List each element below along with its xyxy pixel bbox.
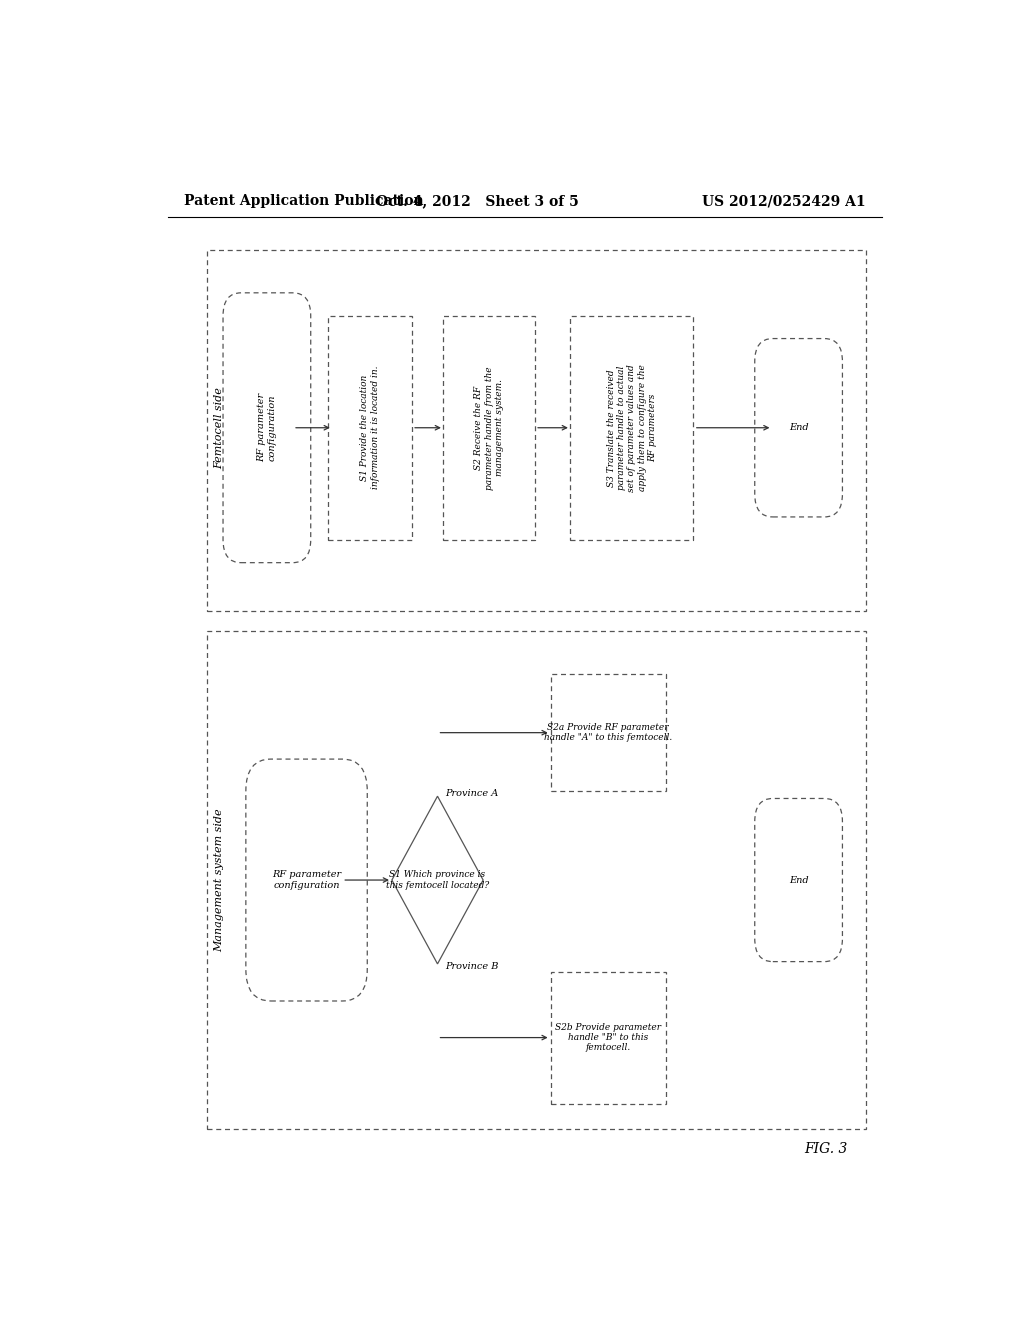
FancyBboxPatch shape xyxy=(246,759,368,1001)
Text: S1 Which province is
this femtocell located?: S1 Which province is this femtocell loca… xyxy=(386,870,489,890)
Text: Province A: Province A xyxy=(445,789,499,799)
Text: End: End xyxy=(788,875,808,884)
FancyBboxPatch shape xyxy=(551,972,666,1104)
FancyBboxPatch shape xyxy=(223,293,310,562)
FancyBboxPatch shape xyxy=(755,338,843,517)
Text: US 2012/0252429 A1: US 2012/0252429 A1 xyxy=(702,194,866,209)
Text: Femtocell side: Femtocell side xyxy=(214,387,224,469)
Text: End: End xyxy=(788,424,808,432)
FancyBboxPatch shape xyxy=(755,799,843,961)
Polygon shape xyxy=(392,796,483,964)
FancyBboxPatch shape xyxy=(443,315,535,540)
Text: RF parameter
configuration: RF parameter configuration xyxy=(272,870,341,890)
Text: RF parameter
configuration: RF parameter configuration xyxy=(257,393,276,462)
Text: Province B: Province B xyxy=(445,962,499,972)
FancyBboxPatch shape xyxy=(551,675,666,791)
Text: Management system side: Management system side xyxy=(214,808,224,952)
Text: S2b Provide parameter
handle "B" to this
femtocell.: S2b Provide parameter handle "B" to this… xyxy=(555,1023,662,1052)
Text: S2 Receive the RF
parameter handle from the
management system.: S2 Receive the RF parameter handle from … xyxy=(474,366,504,490)
Text: Patent Application Publication: Patent Application Publication xyxy=(183,194,423,209)
FancyBboxPatch shape xyxy=(207,631,866,1129)
Text: S3 Translate the received
parameter handle to actual
set of parameter values and: S3 Translate the received parameter hand… xyxy=(606,364,657,491)
Text: S2a Provide RF parameter
handle "A" to this femtocell.: S2a Provide RF parameter handle "A" to t… xyxy=(544,723,672,742)
FancyBboxPatch shape xyxy=(207,249,866,611)
FancyBboxPatch shape xyxy=(570,315,693,540)
Text: S1 Provide the location
information it is located in.: S1 Provide the location information it i… xyxy=(360,366,380,490)
FancyBboxPatch shape xyxy=(329,315,412,540)
Text: FIG. 3: FIG. 3 xyxy=(805,1142,848,1156)
Text: Oct. 4, 2012   Sheet 3 of 5: Oct. 4, 2012 Sheet 3 of 5 xyxy=(376,194,579,209)
